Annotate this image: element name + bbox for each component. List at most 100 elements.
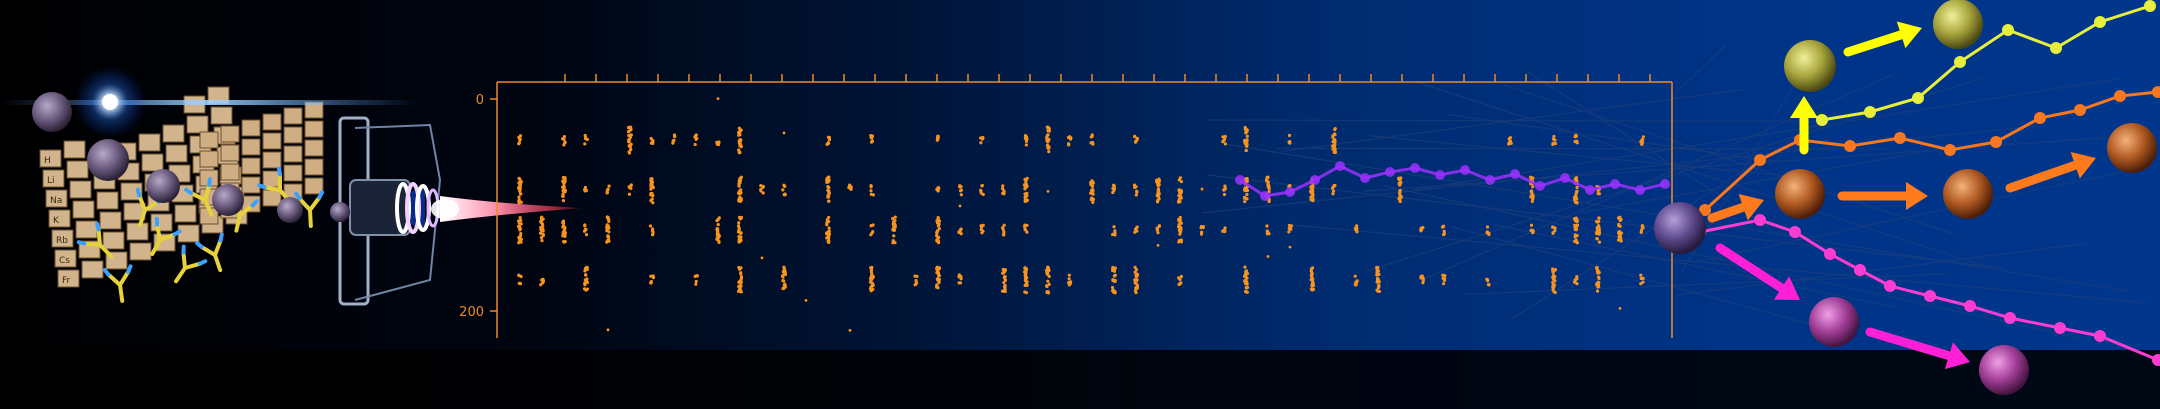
event-dot <box>1156 187 1161 191</box>
event-dot <box>1047 137 1051 141</box>
event-dot <box>1046 129 1050 133</box>
event-dot <box>1531 185 1535 189</box>
event-dot <box>781 286 785 291</box>
event-dot <box>760 256 764 260</box>
event-dot <box>605 191 609 195</box>
event-dot <box>1134 278 1138 282</box>
event-dot <box>1111 268 1115 272</box>
event-dot <box>936 224 941 228</box>
event-dot <box>937 277 941 282</box>
event-dot <box>1223 142 1227 146</box>
event-dot <box>517 195 521 199</box>
event-dot <box>1574 177 1578 181</box>
event-dot <box>1442 232 1446 236</box>
event-dot <box>629 142 633 146</box>
event-dot <box>1025 280 1029 284</box>
event-dot <box>869 133 873 138</box>
event-dot <box>827 215 831 220</box>
trace-point <box>1435 170 1445 180</box>
cell-sphere-icon <box>87 139 129 181</box>
event-dot <box>1486 282 1491 287</box>
event-dot <box>1090 184 1095 188</box>
trace-point <box>1844 140 1856 152</box>
event-dot <box>827 175 831 180</box>
event-dot <box>979 141 983 145</box>
event-dot <box>1265 230 1270 235</box>
event-dot <box>1047 149 1051 154</box>
element-tile <box>54 249 77 268</box>
antibody-y-icon <box>195 232 224 273</box>
trace-point <box>1789 226 1801 238</box>
event-dot <box>1333 127 1337 132</box>
event-dot <box>1178 230 1182 235</box>
bottom-dark-band <box>0 350 2160 409</box>
event-dot <box>825 218 829 222</box>
event-dot <box>1135 284 1139 288</box>
cell-sphere-icon <box>1809 297 1859 347</box>
event-dot <box>1134 291 1138 295</box>
event-dot <box>1112 274 1116 278</box>
mesh-line <box>1289 224 2149 304</box>
event-dot <box>737 221 741 225</box>
cell-sphere-icon <box>1784 40 1836 92</box>
event-dot <box>1311 194 1315 198</box>
element-symbol: H <box>44 156 51 166</box>
event-dot <box>671 139 675 143</box>
event-dot <box>517 186 521 190</box>
trace-point <box>2034 112 2046 124</box>
trace-point <box>1954 56 1966 68</box>
event-dot <box>1133 281 1137 285</box>
event-dot <box>1221 135 1225 139</box>
antibodies <box>76 166 325 303</box>
event-dot <box>1066 142 1071 146</box>
event-dot <box>629 147 633 152</box>
event-dot <box>1133 140 1138 144</box>
trace-point <box>1990 136 2002 148</box>
trace-point <box>1485 175 1495 185</box>
element-tile <box>138 133 161 152</box>
event-dot <box>1289 227 1293 231</box>
event-dot <box>1223 229 1227 234</box>
event-dot <box>1132 183 1137 187</box>
event-dot <box>629 125 633 129</box>
element-tile <box>199 131 219 149</box>
cell-sphere-icon <box>1775 169 1825 219</box>
cell-sphere-icon <box>32 92 72 132</box>
event-dot <box>651 227 655 231</box>
event-dot <box>935 221 940 225</box>
trace-point <box>1699 204 1711 216</box>
event-dot <box>651 230 655 234</box>
event-dot <box>848 183 852 187</box>
element-tile <box>42 169 65 188</box>
event-dot <box>959 274 963 279</box>
lens-flare-icon <box>0 66 420 138</box>
event-dot <box>871 223 875 227</box>
event-dot <box>1530 199 1534 204</box>
event-dot <box>1485 225 1490 229</box>
event-dot <box>1551 267 1555 271</box>
event-dot <box>1266 255 1270 258</box>
event-dot <box>870 281 875 285</box>
cell-sphere-icon <box>146 169 180 203</box>
event-dot <box>1090 196 1094 201</box>
event-dot <box>737 182 741 186</box>
event-dot <box>1618 235 1623 240</box>
element-tile <box>241 119 261 137</box>
mesh-line <box>1692 168 2137 263</box>
event-dot <box>1024 180 1028 184</box>
event-dot <box>1528 175 1533 179</box>
trace-point <box>1754 154 1766 166</box>
event-dot <box>1091 181 1095 185</box>
event-dot <box>783 184 787 189</box>
event-dot <box>826 135 831 139</box>
event-dot <box>892 221 896 225</box>
cell-sphere-icon <box>1979 345 2029 395</box>
element-tile <box>66 160 89 179</box>
event-dot <box>1618 306 1622 310</box>
event-dot <box>1310 187 1314 191</box>
event-dot <box>1552 273 1556 278</box>
event-dot <box>517 181 521 185</box>
event-dot <box>1067 283 1071 287</box>
antibody-y-icon <box>76 221 114 259</box>
mesh-line <box>1504 84 1956 236</box>
